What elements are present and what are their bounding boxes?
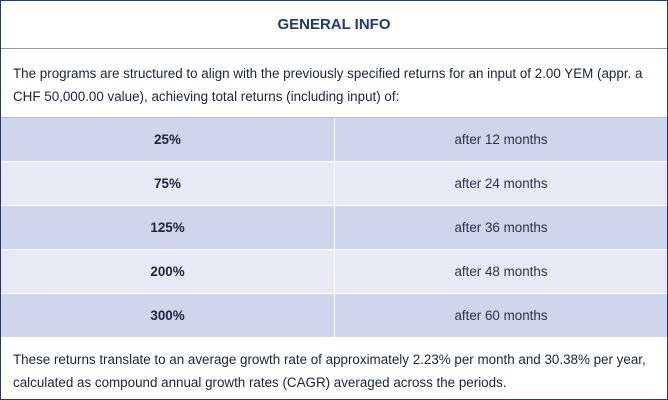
return-percent: 300% bbox=[1, 294, 335, 337]
summary-paragraph: These returns translate to an average gr… bbox=[13, 352, 646, 390]
table-row: 75% after 24 months bbox=[1, 162, 667, 206]
return-percent: 75% bbox=[1, 162, 335, 205]
returns-table: 25% after 12 months 75% after 24 months … bbox=[1, 117, 667, 338]
return-period: after 60 months bbox=[454, 308, 548, 323]
table-row: 200% after 48 months bbox=[1, 250, 667, 294]
return-period: after 12 months bbox=[454, 132, 548, 147]
return-period: after 36 months bbox=[454, 220, 548, 235]
return-period: after 48 months bbox=[454, 264, 548, 279]
table-row: 25% after 12 months bbox=[1, 118, 667, 162]
return-percent: 25% bbox=[1, 118, 335, 161]
table-row: 125% after 36 months bbox=[1, 206, 667, 250]
return-period: after 24 months bbox=[454, 176, 548, 191]
return-percent: 125% bbox=[1, 206, 335, 249]
table-row: 300% after 60 months bbox=[1, 294, 667, 338]
return-percent: 200% bbox=[1, 250, 335, 293]
intro-paragraph: The programs are structured to align wit… bbox=[13, 66, 643, 104]
panel-title: GENERAL INFO bbox=[1, 1, 667, 49]
